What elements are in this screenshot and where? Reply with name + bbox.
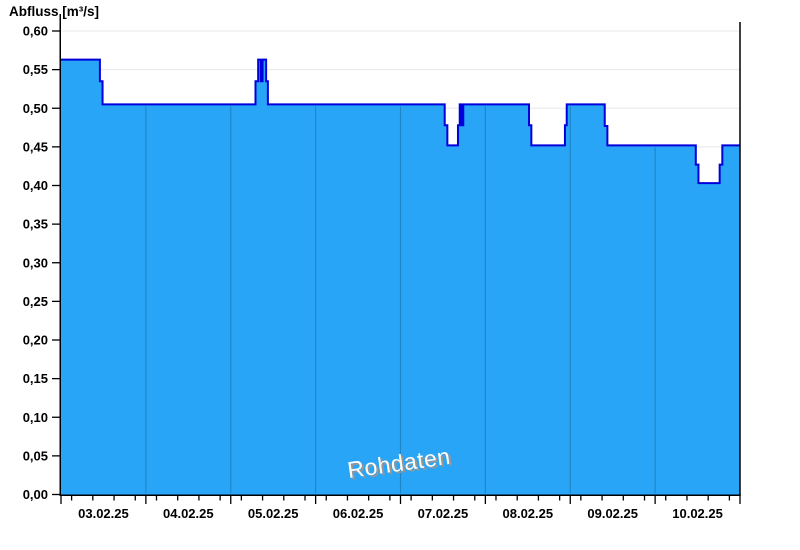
y-tick-label: 0,60 (23, 24, 48, 39)
y-tick-label: 0,30 (23, 255, 48, 270)
y-tick-label: 0,55 (23, 62, 48, 77)
y-tick-label: 0,00 (23, 487, 48, 502)
y-tick-label: 0,05 (23, 448, 48, 463)
y-axis-labels: 0,00 0,05 0,10 0,15 0,20 0,25 0,30 0,35 0,40 0,45… (23, 24, 48, 503)
x-tick-label: 10.02.25 (672, 506, 723, 521)
y-tick-label: 0,35 (23, 217, 48, 232)
y-tick-label: 0,10 (23, 410, 48, 425)
chart-title: Abfluss [m³/s] (9, 4, 99, 19)
y-tick-label: 0,15 (23, 371, 48, 386)
y-axis-ticks (52, 30, 60, 496)
day-boundary-lines (145, 106, 656, 494)
y-tick-label: 0,45 (23, 139, 48, 154)
x-tick-label: 06.02.25 (333, 506, 384, 521)
x-tick-label: 08.02.25 (503, 506, 554, 521)
y-tick-label: 0,50 (23, 101, 48, 116)
x-axis-ticks (60, 496, 741, 504)
y-tick-label: 0,40 (23, 178, 48, 193)
x-tick-label: 04.02.25 (163, 506, 214, 521)
x-tick-label: 07.02.25 (418, 506, 469, 521)
x-axis-labels: 03.02.25 04.02.25 05.02.25 06.02.25 07.02.25… (78, 506, 723, 521)
x-tick-label: 09.02.25 (587, 506, 638, 521)
axes (59, 14, 741, 496)
area-series-edge-line (61, 58, 740, 185)
y-tick-label: 0,25 (23, 294, 48, 309)
x-tick-label: 05.02.25 (248, 506, 299, 521)
y-tick-label: 0,20 (23, 333, 48, 348)
x-tick-label: 03.02.25 (78, 506, 129, 521)
